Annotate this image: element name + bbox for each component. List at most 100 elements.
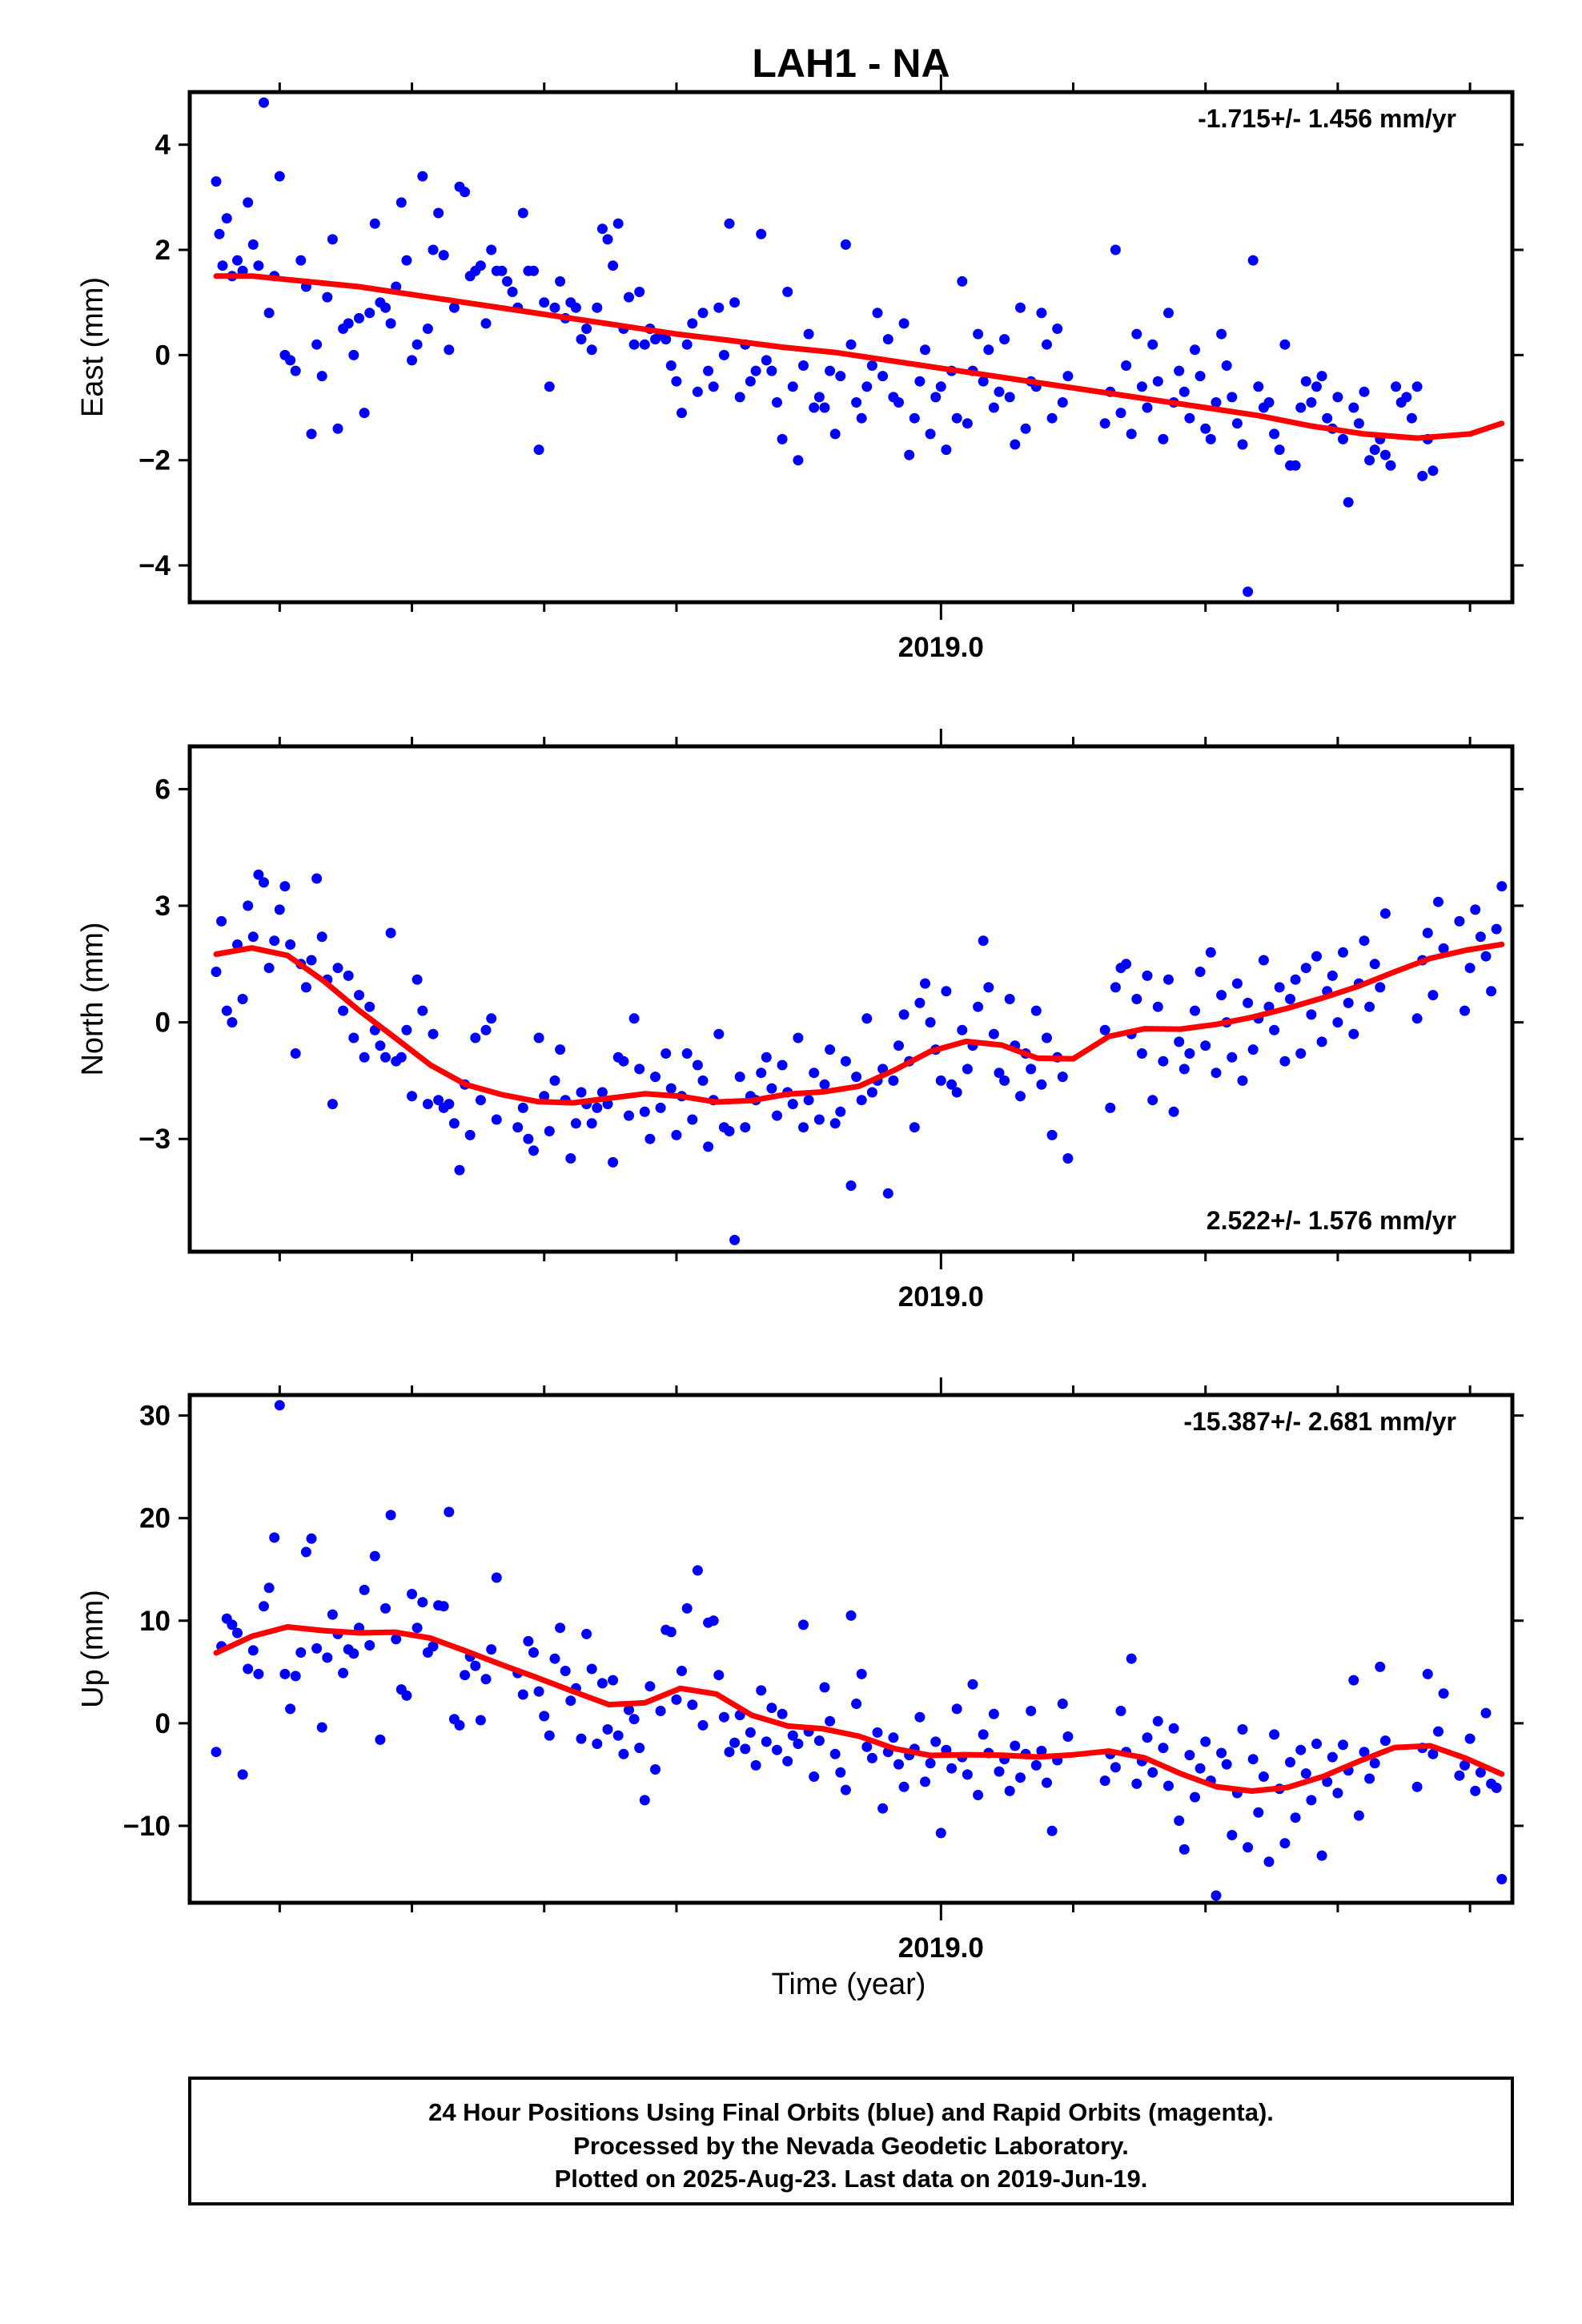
east-data-point: [1174, 365, 1185, 376]
north-data-point: [555, 1044, 566, 1055]
east-data-point: [634, 287, 645, 297]
east-data-point: [1263, 397, 1275, 408]
north-data-point: [813, 1114, 825, 1125]
north-data-point: [332, 963, 343, 974]
east-data-point: [417, 171, 428, 182]
up-data-point: [920, 1776, 930, 1787]
east-data-point: [480, 318, 492, 329]
up-data-point: [724, 1747, 735, 1758]
east-data-point: [253, 260, 264, 271]
north-data-point: [247, 931, 259, 943]
up-data-point: [1099, 1775, 1110, 1787]
north-data-point: [1311, 951, 1322, 962]
north-data-point: [1030, 1005, 1042, 1016]
north-data-point: [539, 1091, 550, 1102]
up-ytick-label: 10: [139, 1606, 171, 1637]
north-data-point: [639, 1106, 650, 1117]
up-data-point: [1269, 1729, 1280, 1740]
east-data-point: [1290, 460, 1301, 471]
up-data-point: [1057, 1699, 1068, 1709]
north-data-point: [1290, 974, 1301, 985]
north-data-point: [756, 1068, 767, 1079]
north-data-point: [1348, 1028, 1359, 1039]
north-data-point: [1004, 994, 1015, 1004]
north-data-point: [1411, 1013, 1423, 1024]
east-data-point: [528, 265, 539, 276]
up-data-point: [1338, 1739, 1348, 1751]
north-data-point: [914, 997, 926, 1008]
east-data-point: [438, 250, 449, 261]
north-data-point: [300, 982, 311, 993]
up-data-point: [1279, 1838, 1291, 1849]
north-data-point: [809, 1068, 820, 1079]
north-data-point: [1359, 935, 1370, 947]
up-data-point: [1411, 1781, 1423, 1792]
north-data-point: [417, 1005, 428, 1016]
east-data-point: [1391, 381, 1402, 392]
up-data-point: [1026, 1706, 1037, 1716]
north-data-point: [1475, 931, 1486, 943]
up-data-point: [1010, 1740, 1021, 1751]
north-data-point: [354, 990, 364, 1001]
up-data-point: [544, 1730, 555, 1741]
north-data-point: [343, 970, 354, 981]
north-data-point: [703, 1141, 714, 1152]
north-data-point: [1285, 994, 1295, 1004]
north-data-point: [1152, 1001, 1163, 1012]
north-data-point: [1168, 1106, 1179, 1117]
east-data-point: [1020, 423, 1031, 434]
north-data-point: [279, 881, 291, 892]
up-data-point: [756, 1685, 767, 1696]
up-data-point: [1359, 1747, 1370, 1758]
up-data-point: [480, 1674, 492, 1685]
east-data-point: [306, 428, 317, 440]
up-data-point: [1306, 1795, 1317, 1806]
east-data-point: [1269, 428, 1280, 440]
north-data-point: [1369, 959, 1380, 970]
east-data-point: [628, 339, 640, 350]
east-data-point: [311, 339, 323, 350]
up-data-point: [829, 1748, 841, 1759]
east-data-point: [496, 265, 508, 276]
north-data-point: [1375, 982, 1386, 993]
up-data-point: [259, 1601, 269, 1612]
north-data-point: [772, 1110, 782, 1121]
east-data-point: [1406, 412, 1417, 424]
up-data-point: [1142, 1732, 1153, 1743]
east-data-point: [221, 213, 232, 224]
up-data-point: [549, 1653, 560, 1664]
up-data-point: [1433, 1726, 1443, 1737]
up-data-point: [877, 1803, 889, 1814]
figure-title: LAH1 - NA: [752, 41, 950, 86]
east-data-point: [1015, 302, 1026, 313]
up-data-point: [327, 1609, 338, 1620]
north-data-point: [211, 967, 222, 977]
east-data-point: [941, 444, 952, 456]
east-data-point: [486, 244, 497, 255]
north-data-point: [644, 1133, 656, 1144]
north-data-point: [999, 1075, 1010, 1086]
up-data-point: [772, 1744, 782, 1755]
up-data-point: [1496, 1874, 1508, 1884]
north-data-point: [1158, 1055, 1169, 1067]
east-data-point: [517, 207, 528, 219]
up-data-point: [787, 1730, 798, 1741]
east-data-point: [1227, 392, 1238, 403]
east-data-point: [1057, 397, 1068, 408]
up-data-point: [713, 1670, 725, 1681]
east-y-axis-label: East (mm): [76, 277, 110, 417]
footer-line-3: Plotted on 2025-Aug-23. Last data on 201…: [555, 2165, 1148, 2193]
north-data-point: [1279, 1055, 1291, 1067]
north-data-point: [1105, 1102, 1116, 1113]
east-data-point: [697, 308, 709, 319]
east-data-point: [1332, 392, 1343, 403]
up-data-point: [322, 1652, 333, 1663]
up-data-point: [211, 1747, 222, 1758]
east-data-point: [396, 197, 407, 208]
up-data-point: [401, 1690, 412, 1701]
east-data-point: [259, 97, 269, 108]
up-data-point: [364, 1640, 375, 1651]
north-data-point: [1184, 1048, 1195, 1059]
east-data-point: [761, 355, 772, 366]
east-data-point: [665, 360, 677, 371]
